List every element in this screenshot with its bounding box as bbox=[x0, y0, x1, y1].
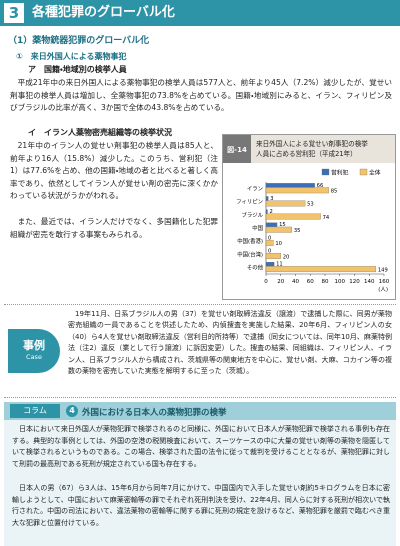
header-bar: 3 各種犯罪のグローバル化 bbox=[0, 0, 400, 26]
bar bbox=[265, 200, 306, 207]
chart: 図-14 来日外国人による覚せい剤事犯の検挙人員に占める営利犯（平成21年） 営利… bbox=[222, 134, 396, 300]
x-tick-label: 120 bbox=[349, 279, 360, 285]
column-number: 4 bbox=[66, 405, 78, 417]
x-tick-label: 20 bbox=[277, 279, 284, 285]
legend-swatch bbox=[359, 168, 368, 176]
column-label: コラム bbox=[10, 404, 60, 418]
y-tick-label: ブラジル bbox=[242, 211, 264, 219]
column-title: 外国における日本人の薬物犯罪の検挙 bbox=[82, 408, 227, 418]
column-header bbox=[4, 402, 396, 420]
data-label: 53 bbox=[307, 202, 314, 208]
y-tick-label: イラン bbox=[247, 186, 263, 193]
y-tick-label: 中国(台湾) bbox=[237, 250, 263, 258]
bar bbox=[265, 209, 268, 214]
paragraph: 平成21年中の来日外国人による薬物事犯の検挙人員は577人と、前年より45人（7… bbox=[10, 78, 392, 113]
data-label: 10 bbox=[275, 241, 282, 247]
part-heading: イ イラン人薬物密売組織等の検挙状況 bbox=[28, 128, 172, 137]
case-badge: 事例 Case bbox=[8, 329, 60, 373]
x-tick-label: 0 bbox=[264, 279, 268, 285]
data-label: 149 bbox=[378, 267, 388, 273]
data-label: 20 bbox=[283, 254, 290, 260]
chart-title: 来日外国人による覚せい剤事犯の検挙人員に占める営利犯（平成21年） bbox=[256, 139, 368, 158]
subheading: ① 来日外国人による薬物事犯 bbox=[16, 52, 127, 61]
x-tick-label: 100 bbox=[335, 279, 346, 285]
data-label: 11 bbox=[276, 262, 283, 268]
x-tick-label: 40 bbox=[292, 279, 299, 285]
x-tick-label: 80 bbox=[322, 279, 329, 285]
data-label: 2 bbox=[269, 209, 272, 215]
chapter-title: 各種犯罪のグローバル化 bbox=[32, 5, 175, 20]
data-label: 3 bbox=[270, 196, 273, 202]
legend-label: 全体 bbox=[369, 169, 381, 177]
bar bbox=[265, 213, 321, 220]
x-tick-label: 140 bbox=[364, 279, 375, 285]
y-tick-label: フィリピン bbox=[236, 199, 263, 206]
bar bbox=[265, 187, 329, 194]
bar bbox=[265, 226, 292, 233]
chapter-number: 3 bbox=[4, 3, 24, 23]
y-tick-label: 中国(香港) bbox=[237, 237, 263, 245]
figure-label-bg bbox=[223, 135, 251, 163]
figure-label: 図-14 bbox=[227, 145, 247, 154]
x-axis-label: (人) bbox=[378, 287, 388, 293]
bar bbox=[265, 266, 377, 273]
data-label: 66 bbox=[317, 183, 324, 189]
part-heading: ア 国籍・地域別の検挙人員 bbox=[28, 65, 127, 74]
x-tick-label: 60 bbox=[307, 279, 314, 285]
data-label: 35 bbox=[294, 228, 301, 234]
bar bbox=[265, 222, 278, 227]
data-label: 0 bbox=[268, 235, 271, 241]
legend-swatch bbox=[321, 168, 330, 176]
case-label-en: Case bbox=[26, 353, 42, 361]
data-label: 15 bbox=[279, 222, 286, 228]
y-tick-label: その他 bbox=[247, 263, 264, 271]
column-text: 日本人の男（67）ら3人は、15年6月から同年7月にかけて、中国国内で入手した覚… bbox=[12, 484, 390, 527]
bar bbox=[265, 253, 281, 259]
bar bbox=[265, 183, 315, 188]
y-tick-label: 中国 bbox=[252, 224, 263, 232]
column-text: 日本において来日外国人が薬物犯罪で検挙されるのと同様に、外国において日本人が薬物… bbox=[12, 425, 390, 468]
bar bbox=[265, 239, 274, 246]
data-label: 0 bbox=[268, 248, 271, 254]
case-label: 事例 bbox=[23, 339, 45, 352]
x-tick-label: 160 bbox=[379, 279, 390, 285]
case-box: 事例 Case 19年11月、日系ブラジル人の男（37）を覚せい剤取締法違反（譲… bbox=[4, 304, 396, 398]
bar bbox=[265, 196, 269, 201]
bar bbox=[265, 262, 275, 267]
paragraph: また、最近では、イラン人だけでなく、多国籍化した犯罪組織が密売を敢行する事案もみ… bbox=[10, 217, 218, 239]
column-box: コラム 4 外国における日本人の薬物犯罪の検挙 日本において来日外国人が薬物犯罪… bbox=[4, 402, 396, 546]
paragraph: 21年中のイラン人の覚せい剤事犯の検挙人員は85人と、前年より16人（15.8%… bbox=[10, 141, 218, 201]
case-text: 19年11月、日系ブラジル人の男（37）を覚せい剤取締法違反（譲渡）で逮捕した際… bbox=[68, 310, 392, 376]
legend-label: 営利犯 bbox=[331, 169, 349, 177]
data-label: 85 bbox=[331, 189, 338, 195]
section-heading: （1）薬物銃器犯罪のグローバル化 bbox=[8, 36, 150, 46]
chart-header bbox=[223, 135, 395, 163]
data-label: 74 bbox=[323, 215, 330, 221]
